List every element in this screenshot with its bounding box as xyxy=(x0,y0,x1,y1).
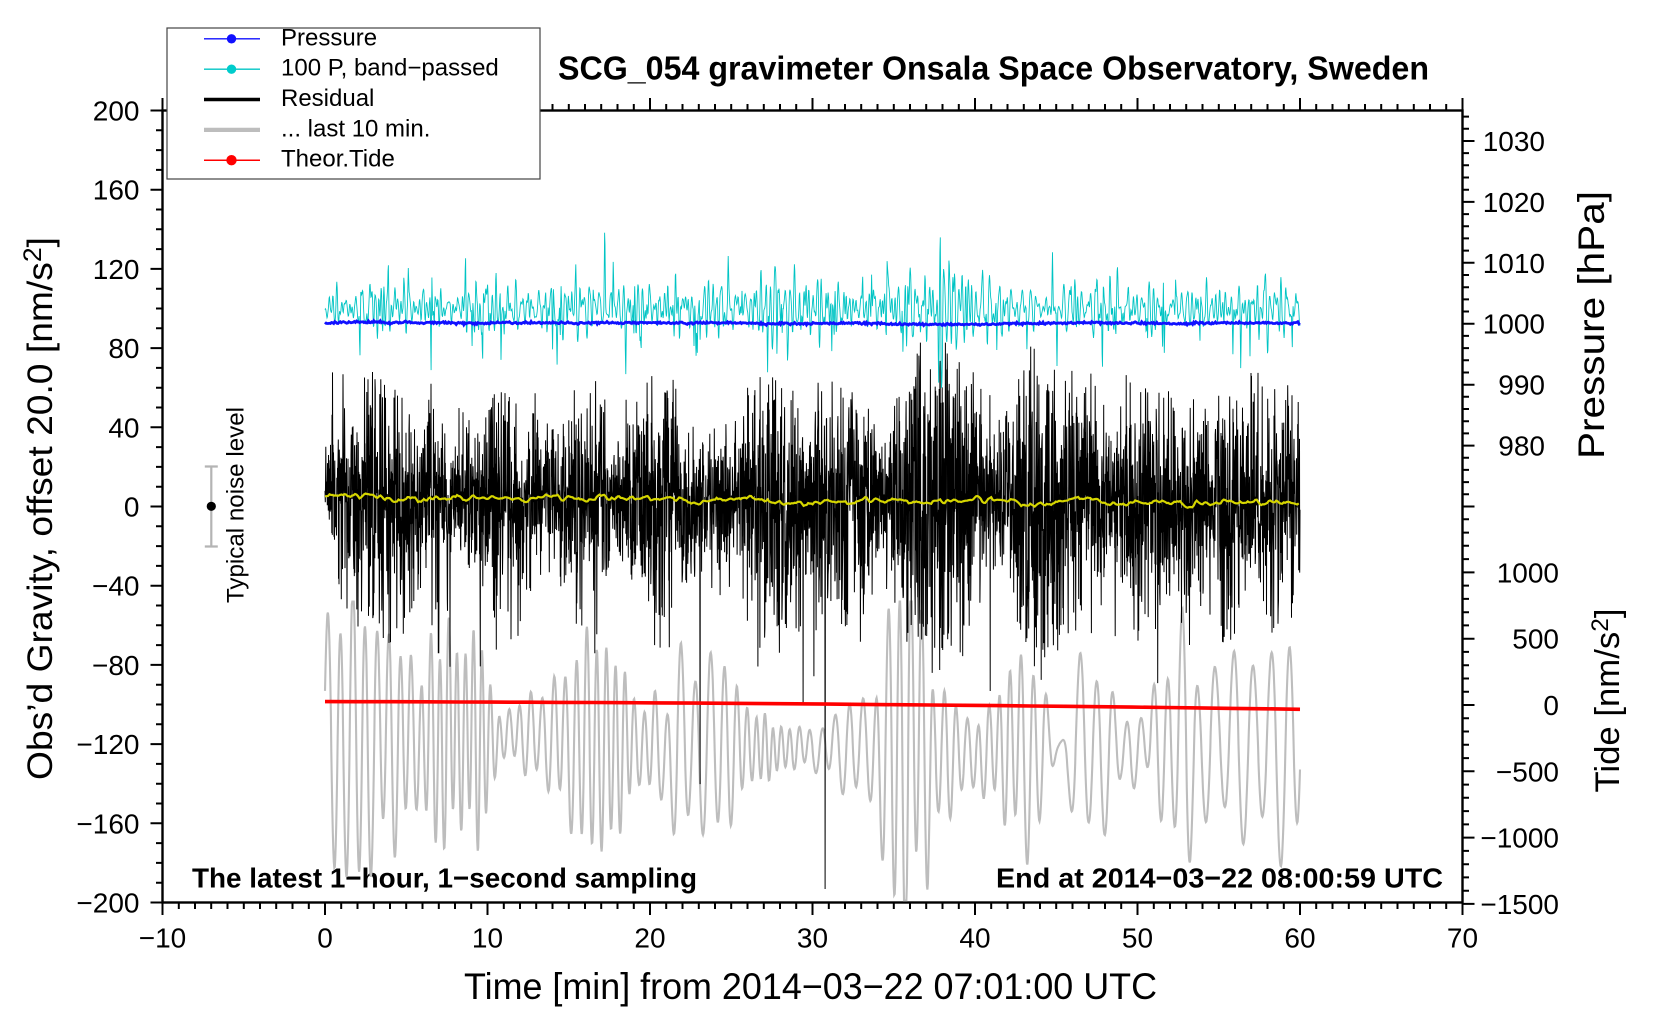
svg-text:−40: −40 xyxy=(92,571,140,602)
svg-text:30: 30 xyxy=(797,923,828,954)
svg-text:−80: −80 xyxy=(92,650,140,681)
svg-text:40: 40 xyxy=(959,923,990,954)
svg-text:Obs’d Gravity, offset 20.0 [nm: Obs’d Gravity, offset 20.0 [nm/s2] xyxy=(19,237,60,780)
svg-text:−1000: −1000 xyxy=(1480,823,1559,854)
svg-text:1020: 1020 xyxy=(1483,187,1545,218)
svg-text:100 P, band−passed: 100 P, band−passed xyxy=(281,55,499,82)
svg-text:End at 2014−03−22 08:00:59 UTC: End at 2014−03−22 08:00:59 UTC xyxy=(996,863,1443,894)
svg-text:1030: 1030 xyxy=(1483,126,1545,157)
svg-text:SCG_054 gravimeter Onsala Spac: SCG_054 gravimeter Onsala Space Observat… xyxy=(558,50,1429,87)
svg-text:−120: −120 xyxy=(76,729,139,760)
svg-text:990: 990 xyxy=(1498,370,1545,401)
svg-text:120: 120 xyxy=(93,254,140,285)
svg-text:980: 980 xyxy=(1498,431,1545,462)
svg-text:60: 60 xyxy=(1284,923,1315,954)
svg-text:0: 0 xyxy=(317,923,333,954)
svg-text:Tide [nm/s2]: Tide [nm/s2] xyxy=(1587,609,1627,793)
svg-text:0: 0 xyxy=(1543,690,1559,721)
svg-text:200: 200 xyxy=(93,96,140,127)
svg-text:−500: −500 xyxy=(1496,756,1559,787)
svg-text:... last 10 min.: ... last 10 min. xyxy=(281,115,430,142)
svg-text:160: 160 xyxy=(93,175,140,206)
svg-text:Pressure: Pressure xyxy=(281,24,377,51)
svg-text:Typical noise level: Typical noise level xyxy=(223,407,250,603)
svg-text:−10: −10 xyxy=(139,923,187,954)
svg-text:Time [min] from 2014−03−22 07:: Time [min] from 2014−03−22 07:01:00 UTC xyxy=(464,966,1157,1007)
svg-text:−1500: −1500 xyxy=(1480,889,1559,920)
svg-text:70: 70 xyxy=(1447,923,1478,954)
svg-text:1010: 1010 xyxy=(1483,248,1545,279)
svg-text:Residual: Residual xyxy=(281,85,374,112)
svg-text:1000: 1000 xyxy=(1483,309,1545,340)
svg-text:80: 80 xyxy=(108,333,139,364)
svg-text:1000: 1000 xyxy=(1497,557,1559,588)
svg-text:500: 500 xyxy=(1512,624,1559,655)
svg-text:−200: −200 xyxy=(76,888,139,919)
svg-text:40: 40 xyxy=(108,412,139,443)
svg-text:−160: −160 xyxy=(76,808,139,839)
svg-text:Pressure [hPa]: Pressure [hPa] xyxy=(1571,191,1612,459)
svg-text:Theor.Tide: Theor.Tide xyxy=(281,146,395,173)
svg-text:0: 0 xyxy=(124,492,140,523)
svg-text:50: 50 xyxy=(1122,923,1153,954)
svg-text:The latest 1−hour, 1−second sa: The latest 1−hour, 1−second sampling xyxy=(192,863,697,894)
svg-text:20: 20 xyxy=(634,923,665,954)
svg-text:10: 10 xyxy=(472,923,503,954)
